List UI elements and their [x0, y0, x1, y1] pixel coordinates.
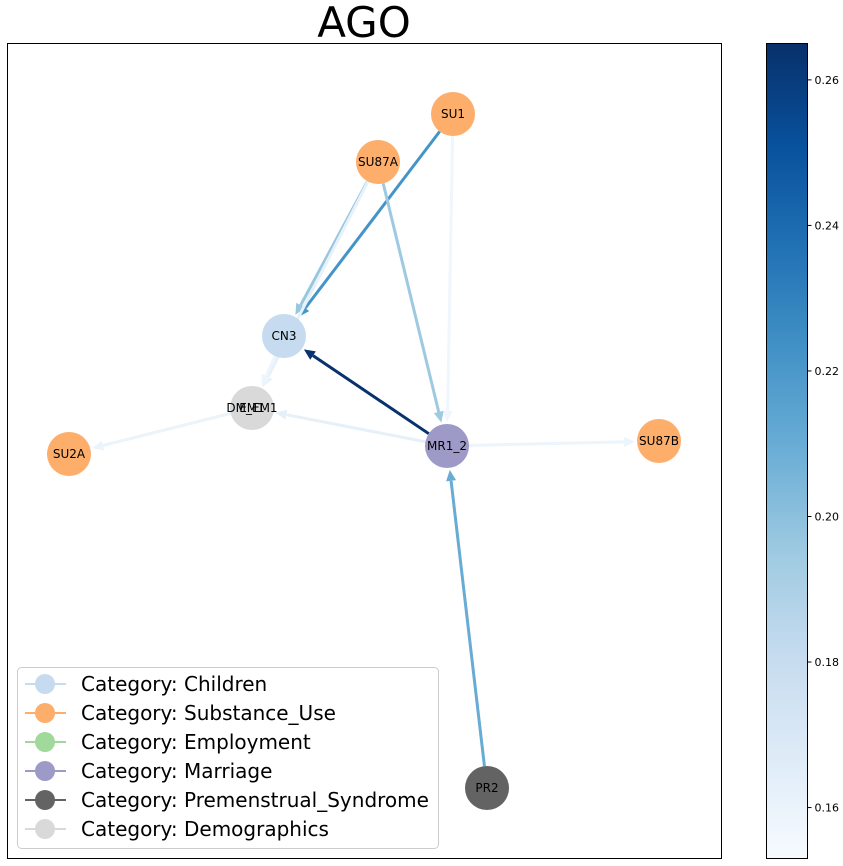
node-label: SU1: [441, 107, 465, 121]
node-SU87A: SU87A: [356, 140, 400, 184]
node-circle: [637, 419, 681, 463]
node-PR2: PR2: [465, 766, 509, 810]
node-circle: [465, 766, 509, 810]
legend-label: Category: Marriage: [81, 759, 272, 783]
legend-marker: [35, 674, 55, 694]
edge-line: [468, 440, 625, 447]
legend-item: Category: Children: [25, 672, 267, 696]
legend: Category: Children Category: Substance_Us…: [17, 667, 439, 849]
edge-line: [264, 355, 277, 377]
legend-marker: [35, 703, 55, 723]
colorbar-tick-label: 0.24: [815, 219, 840, 232]
node-circle: [425, 424, 469, 468]
edge-line: [381, 183, 441, 413]
edge-line: [102, 411, 232, 447]
node-circle: [431, 92, 475, 136]
edge-arrowhead: [303, 349, 316, 360]
node-MR1_2: MR1_2: [425, 424, 469, 468]
edge-line: [449, 480, 486, 767]
graph-title: AGO: [317, 0, 411, 47]
edge-MR1_2-DM_EM1: [275, 409, 426, 444]
edge-line: [286, 413, 426, 444]
edge-arrowhead: [261, 373, 271, 387]
edge-line: [304, 130, 441, 310]
legend-label: Category: Demographics: [81, 817, 329, 841]
legend-item: Category: Premenstrual_Syndrome: [25, 788, 429, 812]
edge-PR2-MR1_2: [446, 469, 486, 767]
node-circle: [230, 386, 274, 430]
legend-marker: [35, 761, 55, 781]
node-circle: [356, 140, 400, 184]
colorbar-tick-label: 0.16: [815, 802, 840, 815]
legend-label: Category: Children: [81, 672, 267, 696]
legend-label: Category: Premenstrual_Syndrome: [81, 788, 429, 812]
node-label: SU87A: [358, 155, 399, 169]
legend-item: Category: Demographics: [25, 817, 329, 841]
node-label: SU87B: [639, 434, 679, 448]
node-SU1: SU1: [431, 92, 475, 136]
colorbar-tick-label: 0.20: [815, 510, 840, 523]
legend-item: Category: Employment: [25, 730, 311, 754]
colorbar: 0.16 0.18 0.20 0.22 0.24 0.26: [766, 43, 840, 859]
node-label: MR1_2: [427, 439, 467, 453]
edge-line: [312, 354, 430, 435]
node-label: SU2A: [53, 447, 86, 461]
colorbar-tick-label: 0.18: [815, 656, 840, 669]
node-SU87B: SU87B: [637, 419, 681, 463]
legend-marker: [35, 819, 55, 839]
node-label: DM_EM1: [226, 401, 277, 415]
colorbar-tick-label: 0.26: [815, 74, 840, 87]
node-circle: [47, 432, 91, 476]
edge-MR1_2-SU87B: [468, 436, 636, 447]
edge-MR1_2-CN3: [303, 349, 430, 435]
edge-arrowhead: [275, 409, 288, 420]
edge-line: [446, 135, 455, 412]
colorbar-gradient: [766, 43, 808, 859]
edge-DM_EM1-SU2A: [92, 411, 232, 451]
edges-layer: [92, 130, 636, 767]
node-CN3: CN3: [262, 314, 306, 358]
legend-item: Category: Marriage: [25, 759, 272, 783]
node-label: CN3: [272, 329, 297, 343]
legend-label: Category: Employment: [81, 730, 311, 754]
edge-arrowhead: [442, 410, 453, 423]
colorbar-ticks: 0.16 0.18 0.20 0.22 0.24 0.26: [807, 74, 840, 815]
node-overlap-label: EM1: [239, 401, 265, 415]
edge-arrowhead: [295, 302, 306, 315]
legend-box: [17, 667, 439, 849]
colorbar-tick-label: 0.22: [815, 365, 840, 378]
node-label: PR2: [475, 781, 498, 795]
legend-marker: [35, 790, 55, 810]
legend-item: Category: Substance_Use: [25, 701, 336, 725]
edge-CN3-DM_EM1: [261, 355, 277, 387]
node-SU2A: SU2A: [47, 432, 91, 476]
edge-SU1-MR1_2: [442, 135, 455, 423]
edge-arrowhead: [446, 469, 457, 482]
edge-SU87A-MR1_2: [381, 183, 444, 423]
legend-marker: [35, 732, 55, 752]
node-circle: [262, 314, 306, 358]
legend-label: Category: Substance_Use: [81, 701, 336, 725]
edge-arrowhead: [433, 410, 444, 423]
edge-arrowhead: [623, 436, 636, 447]
edge-arrowhead: [92, 440, 105, 451]
